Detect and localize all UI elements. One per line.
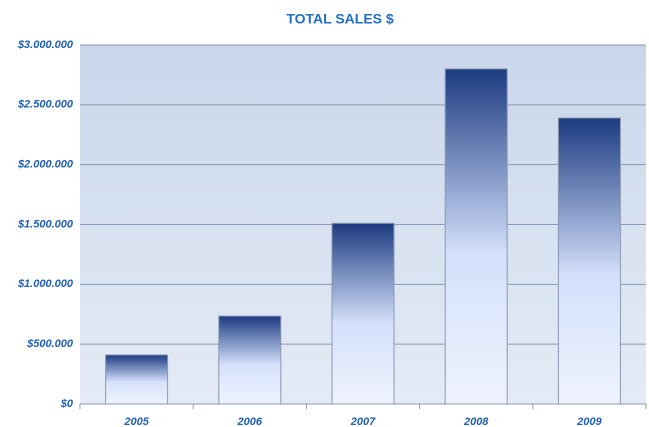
- x-tick-label: 2009: [576, 416, 602, 427]
- y-tick-label: $3.000.000: [17, 39, 74, 51]
- bar: [105, 354, 169, 405]
- y-tick-label: $1.500.000: [17, 218, 74, 230]
- y-tick-label: $2.000.000: [17, 159, 74, 171]
- y-tick-label: $1.000.000: [17, 278, 74, 290]
- y-tick-label: $500.000: [26, 338, 74, 350]
- bar: [218, 315, 282, 405]
- bar: [444, 68, 508, 405]
- bar: [331, 222, 395, 405]
- x-tick-label: 2005: [123, 416, 149, 427]
- chart-title: TOTAL SALES $: [286, 11, 394, 27]
- bar: [557, 117, 621, 405]
- x-tick-label: 2006: [237, 416, 263, 427]
- x-tick-label: 2008: [463, 416, 489, 427]
- y-tick-label: $2.500.000: [17, 99, 74, 111]
- x-tick-label: 2007: [350, 416, 376, 427]
- y-tick-label: $0: [60, 398, 74, 410]
